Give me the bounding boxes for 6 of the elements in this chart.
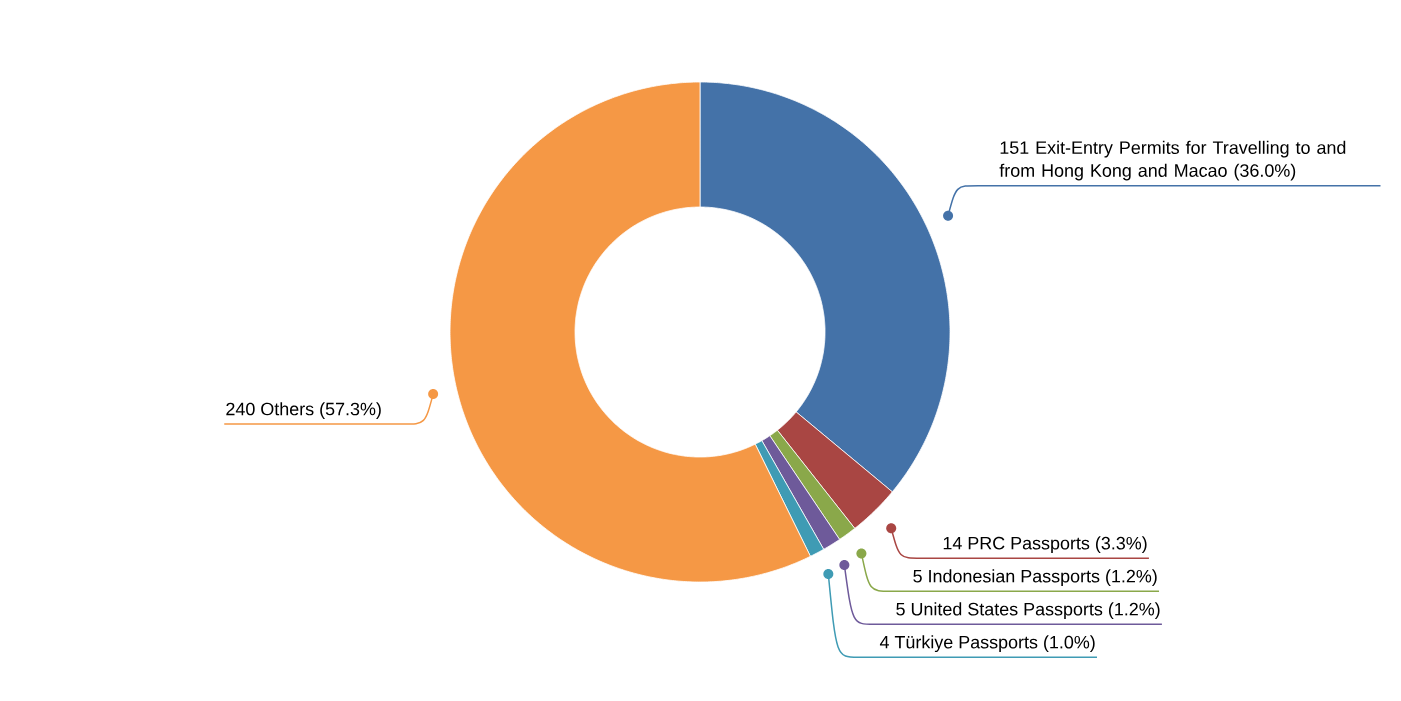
slice-label: 14 PRC Passports (3.3%) bbox=[943, 536, 1147, 554]
slice-label: 5 United States Passports (1.2%) bbox=[896, 602, 1160, 620]
slice-label: 4 Türkiye Passports (1.0%) bbox=[879, 635, 1095, 653]
slice-label: 151 Exit-Entry Permits for Travelling to and from Hong Kong and Macao (36.0%) bbox=[999, 140, 1346, 181]
slice-label: 5 Indonesian Passports (1.2%) bbox=[913, 569, 1157, 587]
slice-label: 240 Others (57.3%) bbox=[226, 402, 381, 419]
